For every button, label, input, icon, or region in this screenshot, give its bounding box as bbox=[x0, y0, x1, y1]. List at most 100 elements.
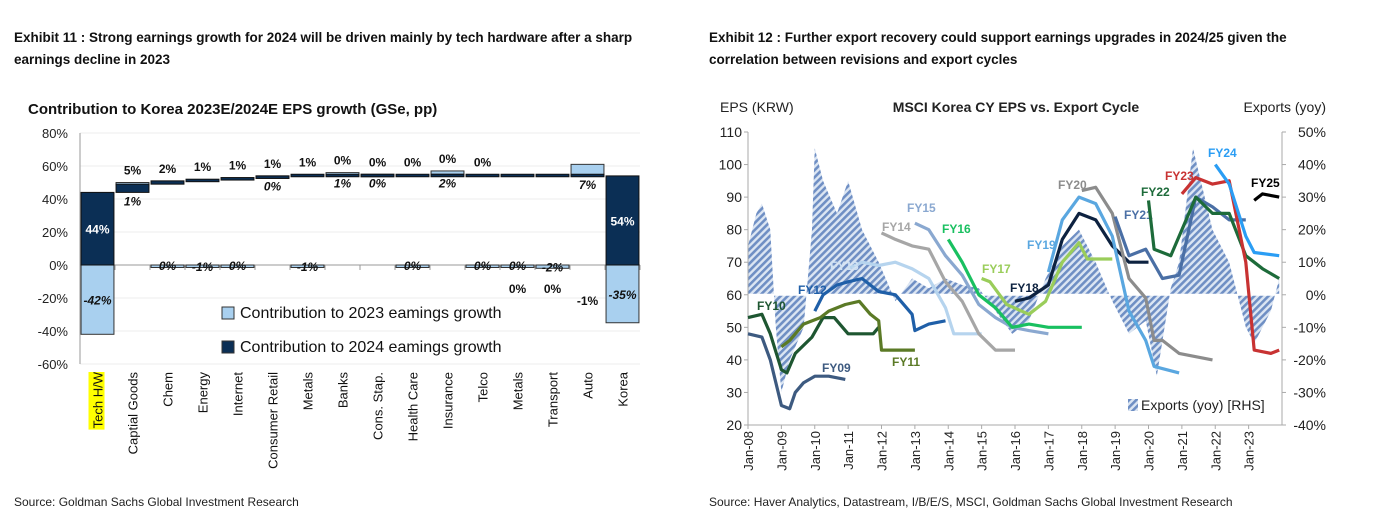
bar-2024 bbox=[570, 173, 605, 178]
series-label: FY22 bbox=[1141, 185, 1170, 199]
x-tick-label: Jan-22 bbox=[1208, 431, 1223, 471]
exports-area bbox=[748, 148, 1280, 393]
legend-label: Contribution to 2023 eamings growth bbox=[240, 305, 502, 322]
right-y-tick-label: 30% bbox=[1298, 189, 1326, 205]
eps-line-fy09 bbox=[747, 332, 846, 411]
left-y-tick-label: 70 bbox=[726, 254, 742, 270]
legend-label: Exports (yoy) [RHS] bbox=[1141, 397, 1265, 413]
x-tick-label: Jan-18 bbox=[1075, 431, 1090, 471]
data-label-2024: 1% bbox=[264, 157, 282, 171]
data-label-2024: 1% bbox=[229, 159, 247, 173]
left-y-tick-label: 60 bbox=[726, 287, 742, 303]
right-y-tick-label: 10% bbox=[1298, 254, 1326, 270]
x-category-label: Internet bbox=[231, 372, 246, 416]
x-tick-label: Jan-13 bbox=[908, 431, 923, 471]
x-tick-label: Jan-17 bbox=[1041, 431, 1056, 471]
x-category-label: Cons. Stap. bbox=[371, 372, 386, 440]
left-y-tick-label: 40 bbox=[726, 352, 742, 368]
legend-swatch bbox=[221, 340, 235, 354]
eps-line-fy14 bbox=[880, 231, 1015, 352]
series-label: FY20 bbox=[1058, 178, 1087, 192]
exhibit-11-title: Exhibit 11 : Strong earnings growth for … bbox=[14, 30, 633, 67]
x-category-label: Korea bbox=[616, 371, 631, 406]
bar-2024 bbox=[115, 183, 150, 193]
data-label-2023: -42% bbox=[83, 294, 111, 308]
data-label-2023: 0% bbox=[369, 176, 387, 190]
bar-2023 bbox=[220, 264, 255, 268]
x-tick-label: Jan-21 bbox=[1175, 431, 1190, 471]
data-label-2024: 0% bbox=[334, 154, 352, 168]
bar-2024 bbox=[605, 175, 640, 266]
bar-2024 bbox=[255, 175, 290, 179]
bar-2024 bbox=[150, 180, 185, 185]
data-label-2024: 0% bbox=[404, 155, 422, 169]
bar-2024 bbox=[465, 173, 500, 178]
data-label-2023: 0% bbox=[474, 259, 492, 273]
right-y-tick-label: -20% bbox=[1293, 352, 1326, 368]
eps-line-fy20 bbox=[1081, 185, 1213, 362]
series-label: FY10 bbox=[757, 299, 786, 313]
series-label: FY18 bbox=[1010, 281, 1039, 295]
y-tick-label: 60% bbox=[42, 159, 68, 174]
series-label: FY13 bbox=[830, 259, 859, 273]
left-axis-label: EPS (KRW) bbox=[720, 99, 794, 115]
left-y-tick-label: 50 bbox=[726, 319, 742, 335]
bar-2024 bbox=[325, 173, 360, 178]
data-label-2024: 0% bbox=[509, 282, 527, 296]
eps-line-fy19 bbox=[1046, 195, 1180, 375]
eps-line-fy17 bbox=[981, 241, 1113, 316]
bar-2023 bbox=[150, 264, 185, 268]
series-label: FY12 bbox=[798, 283, 827, 297]
data-label-2023: -1% bbox=[297, 260, 319, 274]
eps-line-fy24 bbox=[1213, 163, 1280, 258]
right-y-tick-label: -30% bbox=[1293, 384, 1326, 400]
x-tick-label: Jan-20 bbox=[1142, 431, 1157, 471]
bar-2024 bbox=[500, 173, 535, 178]
x-category-label: Metals bbox=[511, 372, 526, 411]
data-label-2023: -1% bbox=[192, 260, 214, 274]
x-category-label: Transport bbox=[546, 372, 561, 428]
eps-line-fy12 bbox=[813, 276, 946, 333]
x-category-label: Energy bbox=[196, 372, 211, 414]
series-label: FY15 bbox=[907, 201, 936, 215]
data-label-2024: 0% bbox=[439, 152, 457, 166]
eps-line-fy15 bbox=[914, 221, 1049, 336]
x-category-label: Captial Goods bbox=[126, 372, 141, 455]
data-label-2024: 0% bbox=[369, 155, 387, 169]
eps-line-fy23 bbox=[1180, 176, 1280, 355]
left-y-tick-label: 100 bbox=[719, 157, 743, 173]
x-tick-label: Jan-12 bbox=[875, 431, 890, 471]
data-label-2024: 2% bbox=[159, 162, 177, 176]
bar-2024 bbox=[290, 173, 325, 178]
eps-line-fy22 bbox=[1146, 195, 1281, 280]
series-label: FY14 bbox=[882, 220, 911, 234]
bar-2024 bbox=[395, 173, 430, 178]
x-tick-label: Jan-09 bbox=[774, 431, 789, 471]
x-category-label: Auto bbox=[581, 372, 596, 399]
eps-line-fy21 bbox=[1113, 195, 1246, 281]
bar-2023 bbox=[500, 264, 535, 268]
data-label-2024: 1% bbox=[299, 155, 317, 169]
data-label-2023: 0% bbox=[509, 259, 527, 273]
bar-2023 bbox=[290, 264, 325, 268]
right-chart-title: MSCI Korea CY EPS vs. Export Cycle bbox=[893, 99, 1140, 115]
eps-line-fy25 bbox=[1253, 192, 1280, 202]
data-label-2023: 1% bbox=[124, 194, 142, 208]
x-category-label: Health Care bbox=[406, 372, 421, 441]
eps-line-fy13 bbox=[847, 260, 982, 336]
data-label-2023: 0% bbox=[404, 259, 422, 273]
data-label-2023: 2% bbox=[438, 176, 457, 190]
y-tick-label: -40% bbox=[38, 324, 69, 339]
bar-2024 bbox=[535, 173, 570, 178]
bar-2024 bbox=[80, 191, 115, 266]
right-axis-label: Exports (yoy) bbox=[1244, 99, 1326, 115]
y-tick-label: 40% bbox=[42, 192, 68, 207]
x-category-label: Banks bbox=[336, 372, 351, 409]
data-label-2024: 54% bbox=[610, 214, 634, 228]
data-label-2023: 0% bbox=[159, 259, 177, 273]
eps-line-fy11 bbox=[780, 299, 915, 352]
left-y-tick-label: 80 bbox=[726, 222, 742, 238]
bar-2024 bbox=[220, 177, 255, 181]
series-label: FY24 bbox=[1208, 146, 1237, 160]
